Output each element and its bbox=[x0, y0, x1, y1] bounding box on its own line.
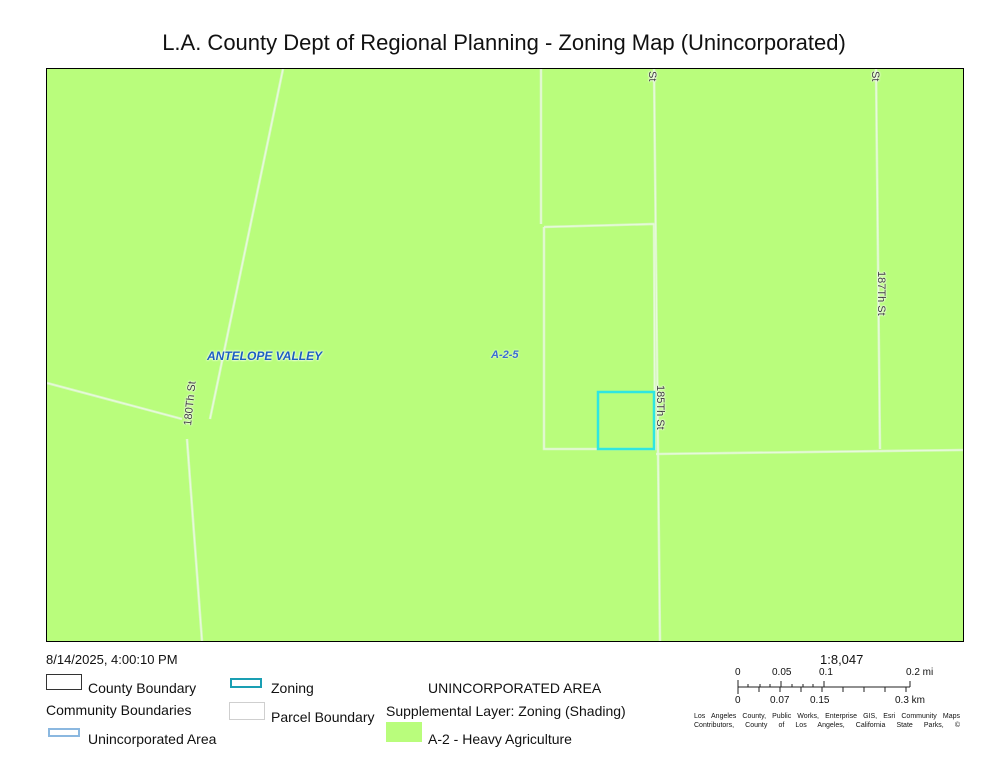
legend-unincorporated-heading: UNINCORPORATED AREA bbox=[428, 680, 602, 696]
parcel-lines bbox=[47, 69, 963, 641]
legend-unincorporated-area: Unincorporated Area bbox=[88, 731, 217, 747]
scale-mi-tick: 0 bbox=[735, 667, 741, 678]
street-label-187th: 187Th St bbox=[875, 271, 887, 316]
parcel-boundary-swatch bbox=[229, 702, 265, 720]
community-label: ANTELOPE VALLEY bbox=[207, 349, 323, 363]
street-label-top-2: St bbox=[869, 71, 881, 82]
scale-mi-tick: 0.2 mi bbox=[906, 667, 934, 678]
legend-parcel-boundary: Parcel Boundary bbox=[271, 709, 375, 725]
parcel-line bbox=[542, 222, 657, 451]
map-credits: Los Angeles County, Public Works, Enterp… bbox=[694, 713, 960, 729]
scale-ratio: 1:8,047 bbox=[820, 652, 864, 667]
scale-mi-tick: 0.1 bbox=[819, 667, 833, 678]
scale-km-tick: 0.07 bbox=[770, 695, 790, 706]
map-canvas[interactable]: St St 187Th St 185Th St 180Th St ANTELOP… bbox=[46, 68, 964, 642]
legend-community-boundaries: Community Boundaries bbox=[46, 702, 192, 718]
print-timestamp: 8/14/2025, 4:00:10 PM bbox=[46, 652, 178, 667]
street-label-top-1: St bbox=[646, 71, 658, 82]
scale-km-tick: 0 bbox=[735, 695, 741, 706]
scale-km-tick: 0.3 km bbox=[895, 695, 926, 706]
legend-county-boundary: County Boundary bbox=[88, 680, 197, 696]
scale-km-tick: 0.15 bbox=[810, 695, 830, 706]
a2-heavy-agriculture-swatch bbox=[386, 722, 422, 742]
zoning-swatch bbox=[230, 678, 262, 688]
map-title: L.A. County Dept of Regional Planning - … bbox=[162, 30, 846, 55]
unincorporated-area-swatch bbox=[48, 728, 80, 737]
scale-mi-tick: 0.05 bbox=[772, 667, 792, 678]
legend-zoning: Zoning bbox=[271, 680, 314, 696]
legend-a2-heavy-agriculture: A-2 - Heavy Agriculture bbox=[428, 731, 572, 747]
street-label-185th: 185Th St bbox=[654, 385, 666, 430]
county-boundary-swatch bbox=[46, 674, 82, 690]
scale-bar: 1:8,047 0 0.05 0.1 0.2 mi 0 0.07 0.15 bbox=[690, 650, 970, 760]
selected-parcel-outline[interactable] bbox=[596, 390, 656, 451]
scale-bar-graphic bbox=[737, 680, 911, 694]
legend-supplemental-layer: Supplemental Layer: Zoning (Shading) bbox=[386, 703, 626, 719]
zone-label: A-2-5 bbox=[491, 349, 519, 361]
